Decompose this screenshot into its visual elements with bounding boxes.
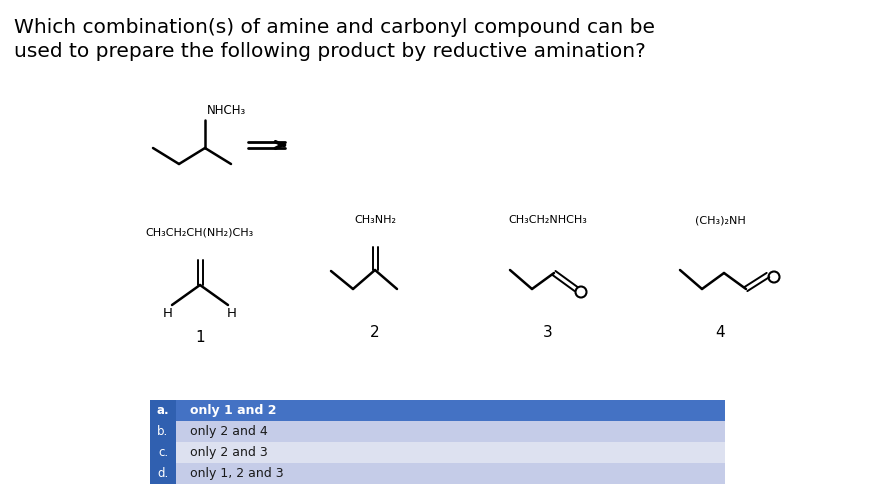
Text: H: H	[163, 307, 173, 320]
Text: H: H	[227, 307, 237, 320]
Text: CH₃NH₂: CH₃NH₂	[354, 215, 396, 225]
Text: 4: 4	[715, 325, 725, 340]
FancyBboxPatch shape	[150, 421, 725, 442]
Text: NHCH₃: NHCH₃	[207, 104, 246, 117]
Text: a.: a.	[156, 404, 169, 417]
Text: only 1 and 2: only 1 and 2	[190, 404, 277, 417]
Text: CH₃CH₂NHCH₃: CH₃CH₂NHCH₃	[509, 215, 588, 225]
Text: (CH₃)₂NH: (CH₃)₂NH	[695, 215, 746, 225]
Text: c.: c.	[158, 446, 168, 459]
FancyBboxPatch shape	[150, 400, 725, 421]
FancyBboxPatch shape	[150, 400, 176, 421]
Text: only 2 and 3: only 2 and 3	[190, 446, 268, 459]
Text: CH₃CH₂CH(NH₂)CH₃: CH₃CH₂CH(NH₂)CH₃	[146, 227, 254, 237]
Text: only 2 and 4: only 2 and 4	[190, 425, 268, 438]
Text: b.: b.	[157, 425, 168, 438]
FancyBboxPatch shape	[150, 421, 176, 442]
Text: only 1, 2 and 3: only 1, 2 and 3	[190, 467, 284, 480]
FancyBboxPatch shape	[150, 463, 725, 484]
FancyBboxPatch shape	[150, 442, 176, 463]
FancyBboxPatch shape	[150, 442, 725, 463]
Text: used to prepare the following product by reductive amination?: used to prepare the following product by…	[14, 42, 646, 61]
Text: 2: 2	[370, 325, 380, 340]
Text: 1: 1	[196, 330, 205, 345]
Text: Which combination(s) of amine and carbonyl compound can be: Which combination(s) of amine and carbon…	[14, 18, 655, 37]
Text: d.: d.	[157, 467, 168, 480]
FancyBboxPatch shape	[150, 463, 176, 484]
Text: 3: 3	[543, 325, 553, 340]
